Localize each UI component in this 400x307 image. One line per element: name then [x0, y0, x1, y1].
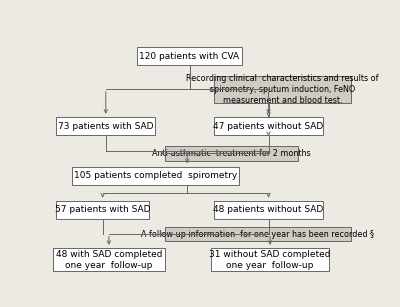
Text: 48 with SAD completed
one year  follow-up: 48 with SAD completed one year follow-up: [56, 250, 162, 270]
Text: Recording clinical  characteristics and results of
spirometry, sputum induction,: Recording clinical characteristics and r…: [186, 74, 379, 105]
FancyBboxPatch shape: [165, 146, 298, 161]
Text: Anti-asthmatic  treatment for 2 months: Anti-asthmatic treatment for 2 months: [152, 149, 311, 158]
FancyBboxPatch shape: [53, 248, 165, 271]
Text: 105 patients completed  spirometry: 105 patients completed spirometry: [74, 171, 237, 180]
Text: 57 patients with SAD: 57 patients with SAD: [55, 205, 150, 215]
FancyBboxPatch shape: [214, 117, 323, 135]
FancyBboxPatch shape: [56, 201, 149, 219]
FancyBboxPatch shape: [137, 48, 242, 65]
FancyBboxPatch shape: [56, 117, 155, 135]
Text: 31 without SAD completed
one year  follow-up: 31 without SAD completed one year follow…: [209, 250, 331, 270]
Text: 120 patients with CVA: 120 patients with CVA: [140, 52, 240, 61]
Text: A follow-up information  for one year has been recorded §: A follow-up information for one year has…: [141, 230, 374, 239]
FancyBboxPatch shape: [165, 227, 351, 241]
FancyBboxPatch shape: [72, 167, 239, 185]
FancyBboxPatch shape: [214, 201, 323, 219]
Text: 48 patients without SAD: 48 patients without SAD: [214, 205, 324, 215]
FancyBboxPatch shape: [214, 76, 351, 103]
Text: 47 patients without SAD: 47 patients without SAD: [214, 122, 324, 130]
Text: 73 patients with SAD: 73 patients with SAD: [58, 122, 154, 130]
FancyBboxPatch shape: [211, 248, 329, 271]
